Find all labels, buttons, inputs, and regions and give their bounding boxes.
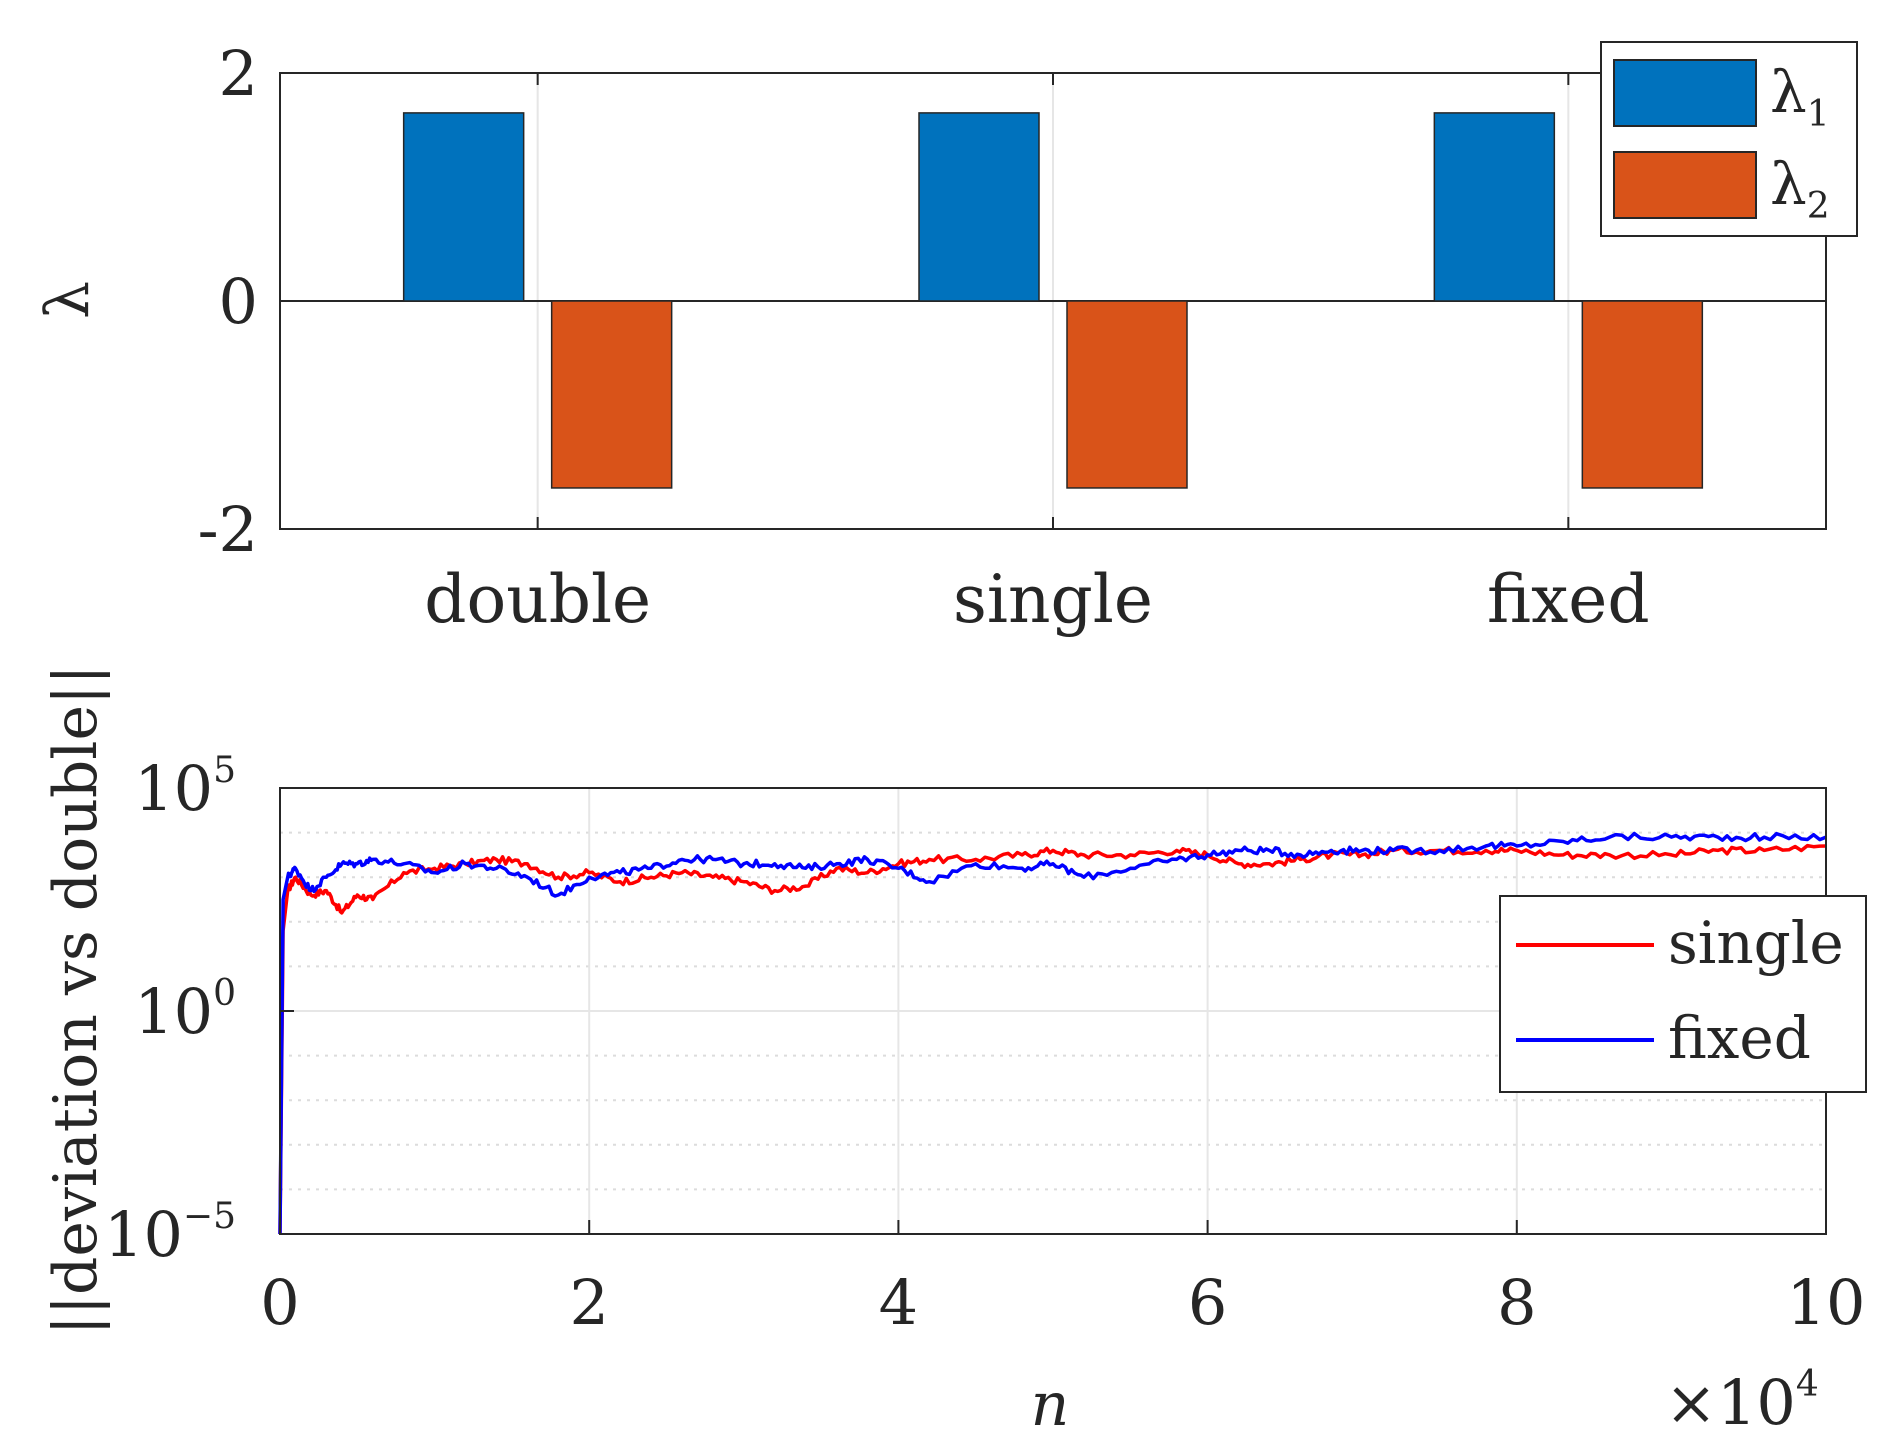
line-x-axis-title: n [1031, 1370, 1070, 1440]
bar-fixed-lambda2 [1581, 300, 1704, 489]
bar-fixed-lambda1 [1433, 112, 1556, 302]
line-x-tick-label: 8 [1497, 1266, 1536, 1339]
line-x-tick-label: 10 [1787, 1266, 1866, 1339]
bar-single-lambda1 [918, 112, 1040, 302]
bar-category-label-double: double [424, 561, 651, 638]
bar-y-ticks: 2 0 -2 [198, 37, 1826, 566]
line-x-tick-label: 6 [1188, 1266, 1227, 1339]
line-y-tick-label: 10−5 [104, 1196, 236, 1271]
legend-label-lambda2: λ2 [1770, 150, 1830, 227]
bar-double-lambda2 [550, 300, 673, 489]
bar-x-ticks: double single fixed [424, 73, 1650, 638]
line-x-ticks: 0 2 4 6 8 10 [260, 1220, 1865, 1339]
bar-chart: 2 0 -2 double single fixed λ λ1 λ2 [33, 37, 1858, 638]
bar-single-lambda2 [1066, 300, 1188, 489]
line-legend-box [1499, 895, 1867, 1093]
legend-swatch-lambda2 [1613, 151, 1757, 219]
bar-double-lambda1 [402, 112, 525, 302]
line-series [278, 831, 1827, 1235]
legend-label-fixed: fixed [1668, 1004, 1811, 1072]
line-x-multiplier: ×104 [1665, 1364, 1819, 1439]
legend-label-single: single [1668, 909, 1844, 977]
bar-category-label-fixed: fixed [1487, 561, 1650, 638]
legend-swatch-lambda1 [1613, 59, 1757, 127]
bar-legend: λ1 λ2 [1600, 41, 1858, 237]
bar-y-tick-label: 0 [219, 265, 258, 338]
legend-label-lambda1: λ1 [1770, 58, 1830, 135]
bar-y-axis-title: λ [33, 281, 103, 319]
line-y-tick-label: 100 [134, 973, 236, 1048]
bar-bars [402, 112, 1704, 489]
line-x-tick-label: 2 [569, 1266, 608, 1339]
series-line-fixed [278, 831, 1827, 1235]
line-x-tick-label: 4 [879, 1266, 918, 1339]
bar-y-tick-label: -2 [198, 493, 258, 566]
line-x-tick-label: 0 [260, 1266, 299, 1339]
bar-y-tick-label: 2 [219, 37, 258, 110]
bar-category-label-single: single [953, 561, 1153, 638]
line-y-ticks: 105 100 10−5 [104, 750, 294, 1271]
line-chart: 105 100 10−5 0 2 4 6 8 10 ×104 n ||deviation vs… [41, 665, 1867, 1440]
line-legend: single fixed [1499, 895, 1867, 1093]
line-y-axis-title: ||deviation vs double|| [41, 665, 111, 1336]
line-y-tick-label: 105 [134, 750, 236, 825]
